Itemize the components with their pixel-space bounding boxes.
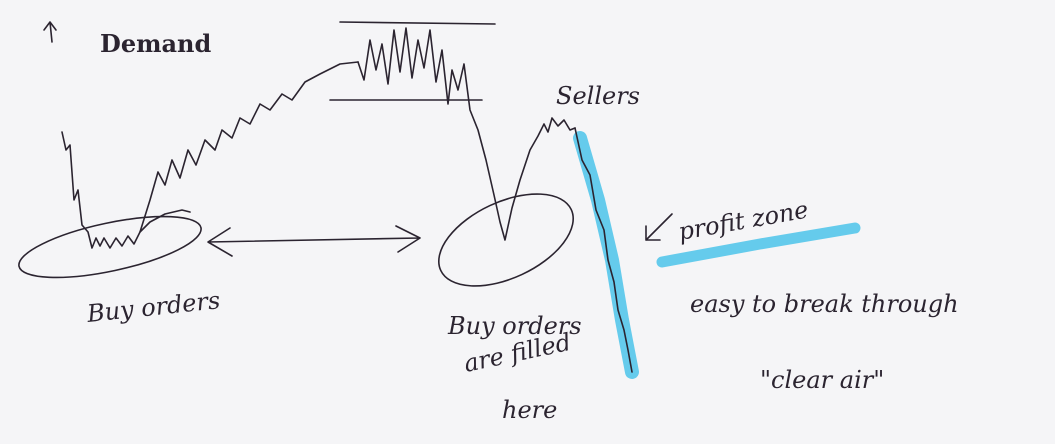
- buy-zone-left: [18, 215, 202, 279]
- note-line: easy to break through: [690, 290, 959, 318]
- sellers-label: Sellers: [556, 82, 640, 110]
- demand-arrow: [43, 21, 57, 43]
- demand-label: Demand: [100, 29, 211, 58]
- price-path-rise: [139, 61, 359, 233]
- price-path-left: [61, 131, 191, 249]
- profit-arrow: [645, 213, 673, 241]
- buy-orders-right-line: Buy orders: [447, 312, 582, 340]
- buy-orders-right-line: here: [502, 396, 557, 424]
- double-arrow: [207, 225, 421, 257]
- price-path-drop: [574, 127, 633, 373]
- highlight-profit-zone: [656, 222, 861, 268]
- note-line: "clear air": [760, 366, 884, 394]
- resistance-line: [339, 21, 496, 25]
- price-path-top: [357, 27, 576, 241]
- buy-zone-right: [437, 193, 575, 287]
